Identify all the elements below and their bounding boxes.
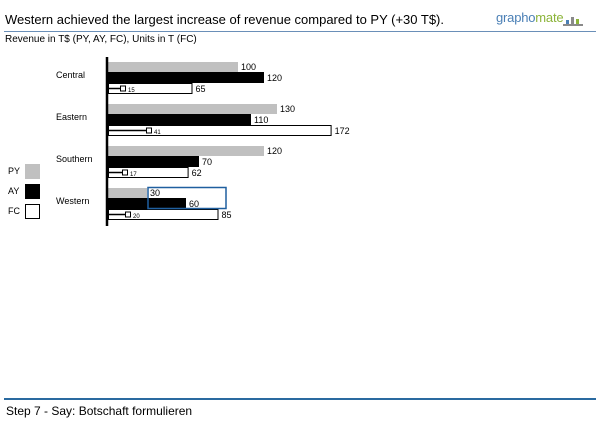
legend-label-ay: AY [8,186,19,196]
label-fc-southern: 62 [192,168,202,178]
bar-py-eastern [108,104,277,114]
legend-swatch-ay [25,184,40,199]
label-ay-southern: 70 [202,157,212,167]
units-marker-western [125,211,131,218]
units-marker-central [120,85,126,92]
bar-ay-eastern [108,114,251,125]
bar-py-southern [108,146,264,156]
logo-bars-icon [563,17,583,26]
label-py-southern: 120 [267,146,282,156]
category-label-southern: Southern [56,154,93,164]
bar-ay-central [108,72,264,83]
label-ay-eastern: 110 [254,115,268,125]
bar-py-western [108,188,147,198]
units-label-central: 15 [128,88,135,94]
label-fc-western: 85 [222,210,232,220]
revenue-bar-chart: Central 100 120 65 15 Eastern 130 110 172 41 South… [8,57,350,226]
units-label-southern: 17 [130,172,137,178]
units-marker-eastern [146,127,152,134]
label-py-western: 30 [150,188,160,198]
label-fc-eastern: 172 [335,126,350,136]
units-label-western: 20 [133,214,140,220]
bar-py-central [108,62,238,72]
category-label-western: Western [56,196,89,206]
legend-swatch-fc [25,204,40,219]
logo-text-grapho: grapho [496,10,536,25]
graphomate-logo: graphomate [496,10,564,25]
highlight-box-western [147,186,227,210]
chart-subtitle: Revenue in T$ (PY, AY, FC), Units in T (… [5,34,197,45]
footer-step-label: Step 7 - Say: Botschaft formulieren [6,404,193,418]
label-ay-central: 120 [267,73,282,83]
legend-swatch-py [25,164,40,179]
legend-label-py: PY [8,166,20,176]
bar-ay-southern [108,156,199,167]
units-label-eastern: 41 [154,130,161,136]
label-py-central: 100 [241,62,256,72]
logo-text-mate: mate [535,10,564,25]
label-fc-central: 65 [196,84,206,94]
headline: Western achieved the largest increase of… [5,12,444,27]
header-divider [4,31,596,32]
footer-divider [4,398,596,400]
legend-label-fc: FC [8,206,20,216]
category-label-central: Central [56,70,85,80]
label-py-eastern: 130 [280,104,295,114]
units-marker-southern [122,169,128,176]
category-label-eastern: Eastern [56,112,87,122]
bar-ay-western [108,198,186,209]
label-ay-western: 60 [189,199,199,209]
